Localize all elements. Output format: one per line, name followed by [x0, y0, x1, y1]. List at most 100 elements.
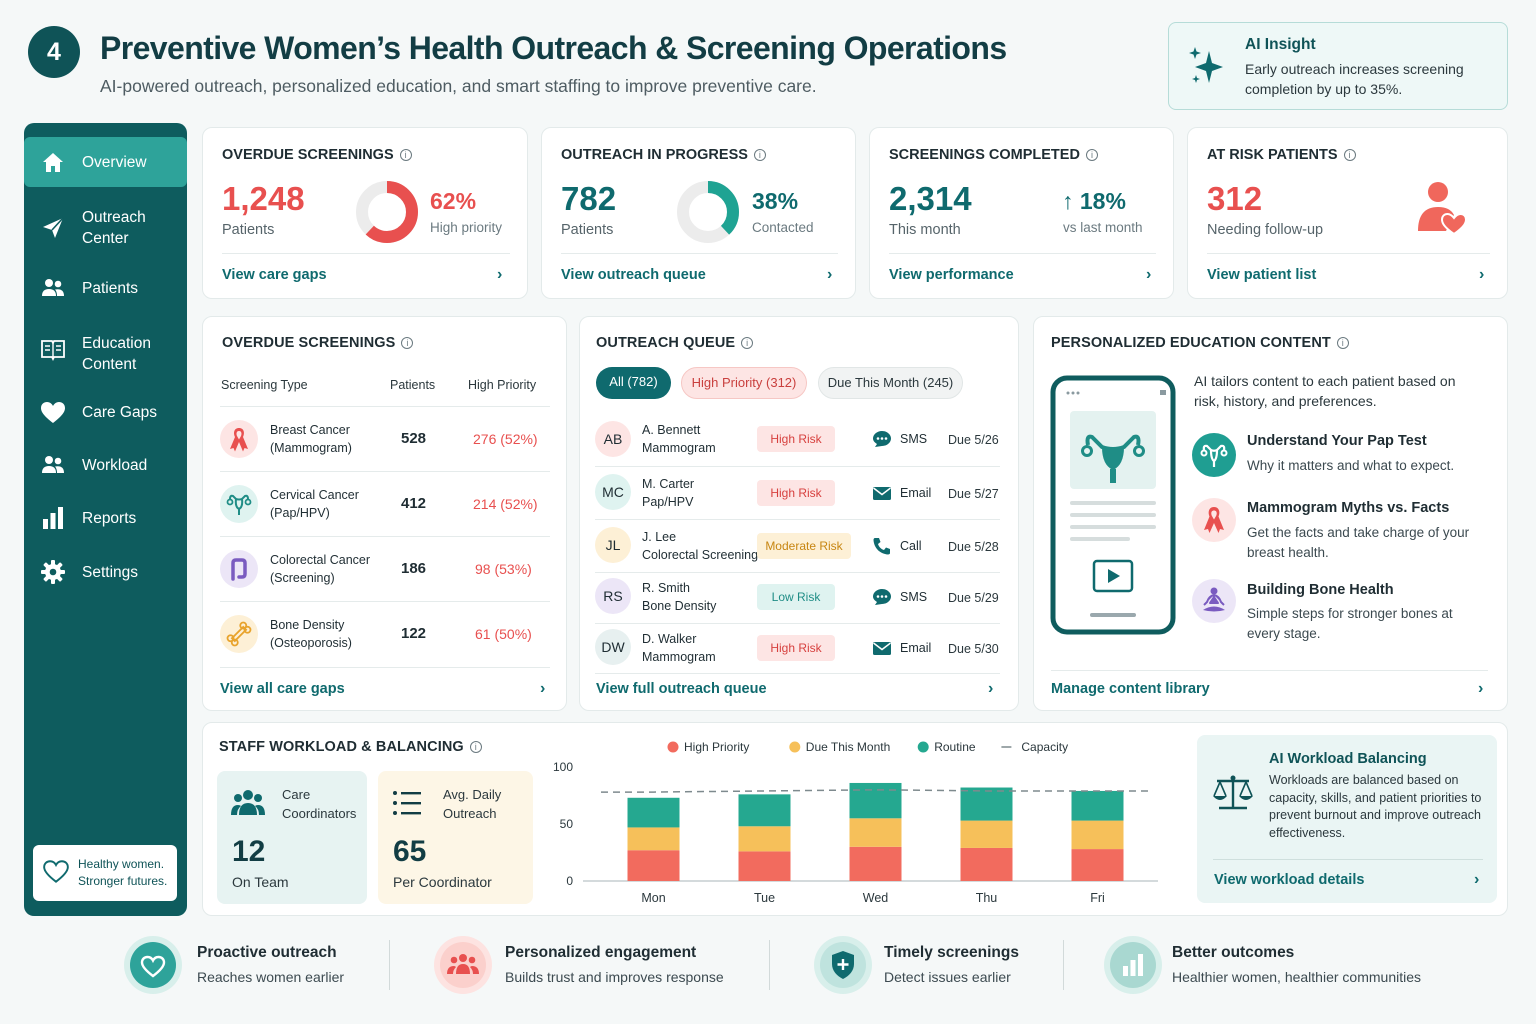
benefit-title: Personalized engagement	[505, 944, 697, 961]
patient-name: J. Lee Colorectal Screening	[642, 530, 759, 562]
chevron-right-icon[interactable]: ›	[827, 266, 833, 283]
overdue-screenings-card: OVERDUE SCREENINGS i Screening Type Patie…	[202, 316, 567, 711]
filter-all-chip[interactable]: All (782)	[596, 367, 671, 399]
info-icon[interactable]: i	[741, 337, 754, 349]
chevron-right-icon[interactable]: ›	[988, 680, 994, 697]
view-patient-list-link[interactable]: View patient list	[1207, 267, 1317, 283]
patient-name: R. Smith Bone Density	[642, 581, 717, 613]
people-icon	[42, 456, 64, 473]
education-item-title[interactable]: Understand Your Pap Test	[1247, 433, 1427, 449]
high-priority-count: 276 (52%)	[473, 431, 538, 447]
ai-insight-card: AI Insight Early outreach increases scre…	[1168, 22, 1508, 110]
bar-segment	[849, 846, 902, 881]
view-all-care-gaps-link[interactable]: View all care gaps	[220, 681, 345, 697]
kpi-value: 1,248	[222, 180, 305, 217]
info-icon[interactable]: i	[1336, 337, 1349, 349]
staff-workload-card: STAFF WORKLOAD & BALANCING i Care Coordin…	[202, 722, 1508, 916]
table-row[interactable]: Breast Cancer (Mammogram) 528 276 (52%)	[203, 407, 568, 472]
sms-icon	[873, 589, 891, 605]
education-item-title[interactable]: Building Bone Health	[1247, 582, 1394, 598]
chevron-right-icon[interactable]: ›	[1474, 871, 1480, 888]
chevron-right-icon[interactable]: ›	[1146, 266, 1152, 283]
donut-arc	[356, 181, 418, 243]
kpi-percent: 38%	[752, 188, 799, 214]
gear-icon	[41, 560, 65, 584]
queue-row[interactable]: JL J. Lee Colorectal Screening Moderate R…	[580, 520, 1020, 572]
sidebar-item-outreach-center[interactable]: Outreach Center	[24, 205, 187, 253]
sidebar-item-care-gaps[interactable]: Care Gaps	[24, 399, 187, 429]
benefit-desc: Detect issues earlier	[884, 969, 1011, 985]
tile-label: Care Coordinators	[282, 787, 357, 821]
kpi-screenings-completed: SCREENINGS COMPLETED i 2,314 This month ↑…	[869, 127, 1174, 299]
queue-row[interactable]: AB A. Bennett Mammogram High Risk SMS Due…	[580, 413, 1020, 465]
queue-row[interactable]: RS R. Smith Bone Density Low Risk SMS Due…	[580, 573, 1020, 625]
bar-segment	[1071, 820, 1124, 850]
sidebar-item-settings[interactable]: Settings	[24, 559, 187, 589]
kpi-percent: 62%	[430, 188, 477, 214]
patients-count: 122	[401, 625, 427, 642]
view-workload-details-link[interactable]: View workload details	[1214, 872, 1365, 888]
sidebar-item-reports[interactable]: Reports	[24, 505, 187, 535]
sidebar-item-label: Workload	[82, 457, 148, 474]
table-row[interactable]: Colorectal Cancer (Screening) 186 98 (53%…	[203, 537, 568, 602]
view-full-outreach-queue-link[interactable]: View full outreach queue	[596, 681, 767, 697]
page-subtitle: AI-powered outreach, personalized educat…	[100, 76, 817, 96]
chevron-right-icon[interactable]: ›	[1479, 266, 1485, 283]
chevron-right-icon[interactable]: ›	[497, 266, 503, 283]
view-outreach-queue-link[interactable]: View outreach queue	[561, 267, 706, 283]
sidebar-item-patients[interactable]: Patients	[24, 275, 187, 305]
view-care-gaps-link[interactable]: View care gaps	[222, 267, 327, 283]
table-row[interactable]: Cervical Cancer (Pap/HPV) 412 214 (52%)	[203, 472, 568, 537]
bar-segment	[738, 794, 791, 827]
risk-badge: High Risk	[757, 426, 835, 452]
heart-icon	[41, 402, 65, 423]
ai-insight-text: Early outreach increases screening compl…	[1245, 61, 1464, 97]
bar-segment	[1071, 790, 1124, 821]
sms-icon	[873, 431, 891, 447]
sidebar-item-education-content[interactable]: Education Content	[24, 331, 187, 379]
education-item-title[interactable]: Mammogram Myths vs. Facts	[1247, 500, 1450, 516]
info-icon[interactable]: i	[1343, 149, 1356, 161]
patient-name: D. Walker Mammogram	[642, 632, 716, 664]
tagline-text: Healthy women. Stronger futures.	[78, 857, 168, 888]
info-icon[interactable]: i	[753, 149, 766, 161]
sidebar-item-workload[interactable]: Workload	[24, 452, 187, 482]
team-icon	[231, 790, 265, 815]
risk-badge: High Risk	[757, 635, 835, 661]
view-performance-link[interactable]: View performance	[889, 267, 1014, 283]
legend-label: High Priority	[684, 740, 749, 754]
kpi-label: OUTREACH IN PROGRESS i	[561, 147, 766, 163]
filter-due-this-month-chip[interactable]: Due This Month (245)	[818, 367, 963, 399]
info-icon[interactable]: i	[401, 337, 414, 349]
table-row[interactable]: Bone Density (Osteoporosis) 122 61 (50%)	[203, 602, 568, 667]
sidebar-item-overview[interactable]: Overview	[24, 137, 187, 187]
chevron-right-icon[interactable]: ›	[540, 680, 546, 697]
heart-outline-icon	[43, 860, 69, 883]
chevron-right-icon[interactable]: ›	[1478, 680, 1484, 697]
tile-sub: Per Coordinator	[393, 874, 492, 890]
email-icon	[873, 487, 891, 500]
education-content-card: PERSONALIZED EDUCATION CONTENT i AI tailo…	[1033, 316, 1508, 711]
ai-workload-title: AI Workload Balancing	[1269, 751, 1427, 767]
x-tick-label: Fri	[1090, 891, 1105, 905]
info-icon[interactable]: i	[1085, 149, 1098, 161]
bar-chart-icon	[1104, 936, 1162, 994]
column-header: High Priority	[468, 378, 537, 392]
step-badge: 4	[28, 26, 80, 78]
list-icon	[393, 791, 421, 815]
manage-content-library-link[interactable]: Manage content library	[1051, 681, 1210, 697]
avatar: AB	[595, 421, 631, 457]
filter-high-priority-chip[interactable]: High Priority (312)	[681, 367, 807, 399]
kpi-sub: Needing follow-up	[1207, 222, 1324, 238]
queue-row[interactable]: DW D. Walker Mammogram High Risk Email Du…	[580, 624, 1020, 674]
legend-label: Capacity	[1021, 740, 1068, 754]
risk-badge: High Risk	[757, 480, 835, 506]
info-icon[interactable]: i	[399, 149, 412, 161]
screening-type: Breast Cancer (Mammogram)	[270, 423, 352, 455]
queue-row[interactable]: MC M. Carter Pap/HPV High Risk Email Due …	[580, 467, 1020, 519]
donut-arc	[677, 181, 739, 243]
uterus-icon	[220, 485, 258, 523]
people-icon	[434, 936, 492, 994]
info-icon[interactable]: i	[469, 741, 482, 753]
shield-icon	[814, 936, 872, 994]
